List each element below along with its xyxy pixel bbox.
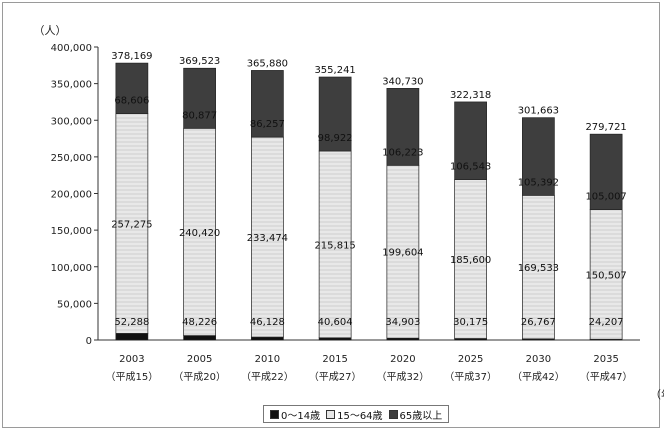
legend-item-0-14: 0〜14歳	[270, 407, 320, 422]
legend-label-0-14: 0〜14歳	[281, 410, 321, 422]
total-label: 340,730	[382, 76, 423, 87]
total-label: 301,663	[518, 106, 559, 117]
legend-swatch-15-64	[326, 409, 336, 419]
age-65-plus-label: 80,877	[182, 110, 217, 121]
x-tick-label: 2035	[593, 354, 618, 365]
bar-segment	[115, 113, 149, 334]
bar-segment	[183, 127, 216, 336]
age-15-64-label: 150,507	[585, 270, 626, 281]
x-tick-sublabel: （平成37）	[444, 371, 497, 383]
legend: 0〜14歳 15〜64歳 65歳以上	[263, 405, 450, 423]
x-tick-label: 2003	[119, 354, 144, 365]
legend-item-65-plus: 65歳以上	[388, 407, 443, 422]
bar-segment	[522, 194, 555, 340]
x-unit-label: （年）	[650, 387, 664, 401]
age-0-14-label: 48,226	[182, 317, 217, 328]
age-15-64-label: 240,420	[179, 228, 220, 239]
bar-segment	[251, 70, 284, 138]
age-65-plus-label: 106,223	[382, 147, 423, 158]
legend-swatch-65-plus	[388, 409, 398, 419]
x-tick-label: 2020	[390, 354, 415, 365]
y-tick-label: 350,000	[51, 80, 92, 91]
age-0-14-label: 34,903	[385, 317, 420, 328]
x-tick-sublabel: （平成27）	[309, 371, 362, 383]
bar-segment	[589, 133, 623, 210]
y-tick-label: 200,000	[51, 190, 92, 201]
age-15-64-label: 257,275	[111, 220, 152, 231]
bar-segment	[386, 164, 420, 339]
legend-item-15-64: 15〜64歳	[326, 407, 383, 422]
total-label: 369,523	[179, 56, 220, 67]
age-65-plus-label: 98,922	[318, 133, 353, 144]
bar-segment	[318, 76, 352, 152]
y-tick-label: 0	[86, 336, 92, 347]
age-0-14-label: 40,604	[318, 317, 353, 328]
y-unit-label: （人）	[34, 24, 67, 37]
x-tick-label: 2030	[526, 354, 551, 365]
age-15-64-label: 233,474	[247, 233, 288, 244]
x-tick-sublabel: （平成15）	[106, 371, 159, 383]
bar-segment	[183, 67, 216, 129]
y-tick-label: 150,000	[51, 226, 92, 237]
age-0-14-label: 52,288	[114, 317, 149, 328]
total-label: 355,241	[314, 65, 355, 76]
bar-segment	[183, 335, 216, 341]
legend-label-65-plus: 65歳以上	[399, 410, 443, 422]
age-0-14-label: 24,207	[589, 317, 624, 328]
bar-segment	[454, 179, 487, 339]
age-0-14-label: 30,175	[453, 317, 488, 328]
x-tick-sublabel: （平成32）	[377, 371, 430, 383]
age-65-plus-label: 105,392	[518, 177, 559, 188]
bar-segment	[115, 333, 149, 341]
y-tick-label: 250,000	[51, 153, 92, 164]
bar-segment	[386, 88, 420, 166]
age-15-64-label: 199,604	[382, 248, 423, 259]
total-label: 322,318	[450, 90, 491, 101]
age-0-14-label: 26,767	[521, 317, 556, 328]
age-15-64-label: 169,533	[518, 263, 559, 274]
x-tick-label: 2010	[255, 354, 280, 365]
x-tick-label: 2005	[187, 354, 212, 365]
bar-segment	[454, 101, 487, 180]
x-tick-sublabel: （平成47）	[580, 371, 633, 383]
bar-segment	[115, 62, 149, 115]
age-65-plus-label: 105,007	[585, 192, 626, 203]
y-tick-label: 100,000	[51, 263, 92, 274]
x-tick-sublabel: （平成22）	[241, 371, 294, 383]
total-label: 279,721	[585, 122, 626, 133]
total-label: 378,169	[111, 51, 152, 62]
age-65-plus-label: 86,257	[250, 119, 285, 130]
total-label: 365,880	[247, 58, 288, 69]
x-tick-label: 2015	[322, 354, 347, 365]
x-tick-sublabel: （平成20）	[173, 371, 226, 383]
legend-label-15-64: 15〜64歳	[337, 410, 383, 422]
bar-segment	[251, 336, 284, 341]
bar-segment	[589, 209, 623, 340]
age-65-plus-label: 68,606	[114, 96, 149, 107]
y-tick-label: 400,000	[51, 43, 92, 54]
age-15-64-label: 185,600	[450, 255, 491, 266]
bar-segment	[522, 117, 555, 196]
x-tick-label: 2025	[458, 354, 483, 365]
age-15-64-label: 215,815	[314, 240, 355, 251]
x-tick-sublabel: （平成42）	[512, 371, 565, 383]
y-tick-label: 300,000	[51, 116, 92, 127]
age-0-14-label: 46,128	[250, 317, 285, 328]
y-tick-label: 50,000	[57, 299, 92, 310]
age-65-plus-label: 106,543	[450, 162, 491, 173]
legend-swatch-0-14	[270, 409, 279, 419]
